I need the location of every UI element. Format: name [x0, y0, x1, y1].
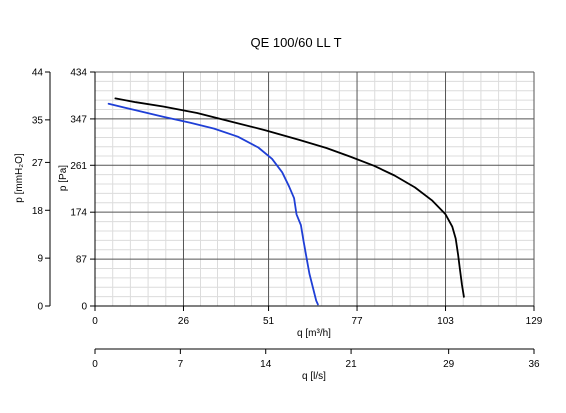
y-axis-ticks: 0 87 174 261 347 434 [70, 68, 95, 313]
x-tick-label: 26 [178, 316, 190, 327]
y2-tick-label: 0 [37, 302, 43, 313]
y-tick-label: 0 [81, 302, 87, 313]
x2-tick-label: 29 [443, 359, 455, 370]
y2-axis-label: p [mmH₂O] [14, 153, 25, 203]
series-line-2 [107, 102, 319, 306]
grid-major [95, 71, 535, 306]
x-tick-label: 0 [92, 316, 98, 327]
x2-tick-label: 0 [92, 359, 98, 370]
x2-tick-label: 21 [346, 359, 358, 370]
x2-tick-label: 14 [260, 359, 272, 370]
y-tick-label: 434 [70, 68, 87, 79]
secondary-x-axis: 0 7 14 21 29 36 [92, 348, 540, 370]
y2-tick-label: 9 [37, 254, 43, 265]
series-layer [107, 97, 465, 306]
x-tick-label: 77 [351, 316, 363, 327]
y2-tick-label: 27 [32, 158, 44, 169]
x2-tick-label: 7 [178, 359, 184, 370]
secondary-y-axis: 0 9 18 27 35 44 [32, 68, 51, 313]
x-tick-label: 129 [526, 316, 543, 327]
x-tick-label: 103 [437, 316, 454, 327]
plot-frame [94, 72, 534, 307]
x-axis-label: q [m³/h] [297, 328, 331, 339]
series-line-1 [114, 97, 465, 298]
y2-tick-label: 35 [32, 115, 44, 126]
x2-axis-label: q [l/s] [302, 371, 326, 382]
y2-tick-label: 44 [32, 68, 44, 79]
y-axis-label: p [Pa] [58, 165, 69, 191]
y-tick-label: 87 [76, 255, 88, 266]
y-tick-label: 174 [70, 208, 87, 219]
x2-tick-label: 36 [528, 359, 540, 370]
x-axis-ticks: 0 26 51 77 103 129 [92, 306, 543, 327]
y-tick-label: 261 [70, 161, 87, 172]
chart-title: QE 100/60 LL T [250, 35, 341, 50]
y2-tick-label: 18 [32, 206, 44, 217]
grid-minor [95, 72, 534, 306]
y-tick-label: 347 [70, 114, 87, 125]
x-tick-label: 51 [263, 316, 275, 327]
